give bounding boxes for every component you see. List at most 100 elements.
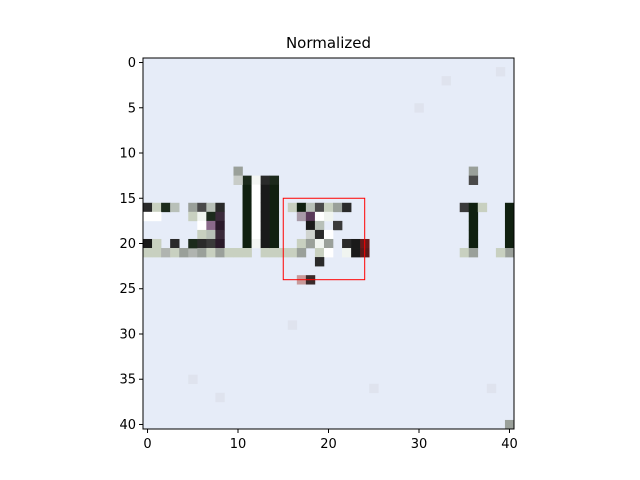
x-axis: 0 10 20 30 40	[143, 429, 518, 452]
heatmap-cell	[143, 202, 153, 213]
heatmap-cell	[224, 248, 234, 258]
heatmap-cell	[260, 175, 270, 185]
heatmap-cell	[468, 229, 479, 240]
heatmap-cell	[215, 229, 225, 240]
heatmap-cell	[206, 248, 216, 258]
heatmap-cell	[197, 202, 207, 213]
heatmap-cell	[206, 238, 216, 249]
heatmap-cell	[269, 202, 280, 213]
y-tick-label: 20	[119, 237, 136, 252]
heatmap-cell	[468, 238, 479, 249]
heatmap-cell	[215, 202, 225, 213]
heatmap-cell	[260, 238, 270, 249]
heatmap-cell	[251, 220, 261, 231]
heatmap-cell	[495, 67, 506, 77]
heatmap-cell	[242, 229, 252, 240]
heatmap-cell	[459, 248, 470, 258]
heatmap-cell	[152, 238, 162, 249]
heatmap-cell	[468, 166, 479, 176]
heatmap-cell	[152, 202, 162, 213]
heatmap-cell	[242, 220, 252, 231]
heatmap-cell	[233, 175, 243, 185]
heatmap-cell	[242, 202, 252, 213]
heatmap-cell	[260, 184, 270, 195]
heatmap-cell	[351, 248, 361, 258]
heatmap-cell	[260, 193, 270, 204]
heatmap-cell	[269, 229, 280, 240]
heatmap-cell	[242, 211, 252, 222]
heatmap-cell	[170, 238, 180, 249]
heatmap-cell	[296, 211, 307, 222]
heatmap-cell	[152, 211, 162, 222]
y-tick-label: 25	[119, 282, 136, 297]
heatmap-cell	[369, 383, 379, 394]
heatmap-cell	[441, 76, 451, 86]
y-tick-label: 15	[119, 192, 136, 207]
heatmap-cell	[251, 202, 261, 213]
heatmap-cells	[143, 58, 515, 430]
heatmap-cell	[342, 248, 352, 258]
heatmap-cell	[242, 248, 252, 258]
heatmap-cell	[170, 248, 180, 258]
heatmap-cell	[287, 248, 298, 258]
heatmap-cell	[269, 220, 280, 231]
heatmap-cell	[314, 229, 325, 240]
heatmap-cell	[260, 220, 270, 231]
heatmap-cell	[242, 238, 252, 249]
heatmap-cell	[188, 238, 198, 249]
heatmap-cell	[206, 202, 216, 213]
heatmap-cell	[504, 248, 515, 258]
x-tick-label: 10	[230, 437, 247, 452]
heatmap-cell	[269, 248, 280, 258]
highlight-box	[282, 197, 366, 281]
heatmap-cell	[260, 202, 270, 213]
heatmap-cell	[287, 320, 298, 330]
heatmap-cell	[251, 229, 261, 240]
heatmap-cell	[314, 238, 325, 249]
heatmap-cell	[333, 220, 343, 231]
y-tick-label: 35	[119, 373, 136, 388]
heatmap-cell	[161, 202, 171, 213]
heatmap-cell	[188, 248, 198, 258]
y-tick-label: 0	[128, 56, 136, 71]
heatmap-cell	[314, 202, 325, 213]
heatmap-cell	[296, 202, 307, 213]
heatmap-cell	[323, 238, 334, 249]
heatmap-cell	[468, 220, 479, 231]
heatmap-cell	[504, 220, 515, 231]
heatmap-cell	[251, 175, 261, 185]
heatmap-cell	[251, 211, 261, 222]
heatmap-cell	[305, 229, 316, 240]
heatmap-cell	[188, 374, 198, 385]
heatmap-cell	[206, 211, 216, 222]
heatmap-cell	[504, 419, 515, 430]
heatmap-cell	[215, 220, 225, 231]
x-tick-label: 40	[501, 437, 518, 452]
heatmap-cell	[215, 238, 225, 249]
heatmap-cell	[269, 211, 280, 222]
heatmap-cell	[486, 383, 497, 394]
heatmap-cell	[269, 238, 280, 249]
heatmap-cell	[242, 193, 252, 204]
heatmap-cell	[323, 248, 334, 258]
heatmap-cell	[233, 248, 243, 258]
heatmap-cell	[260, 211, 270, 222]
heatmap-cell	[206, 229, 216, 240]
x-tick-label: 30	[411, 437, 428, 452]
heatmap-cell	[269, 184, 280, 195]
heatmap-cell	[314, 257, 325, 267]
heatmap-cell	[468, 202, 479, 213]
heatmap-cell	[197, 211, 207, 222]
x-tick-label: 20	[320, 437, 337, 452]
heatmap-cell	[197, 220, 207, 231]
heatmap-cell	[314, 220, 325, 231]
heatmap-cell	[215, 392, 225, 403]
y-axis: 0 5 10 15 20 25 30 35 40	[119, 56, 143, 433]
heatmap-cell	[197, 229, 207, 240]
heatmap-cell	[305, 238, 316, 249]
heatmap-cell	[197, 248, 207, 258]
heatmap-cell	[314, 248, 325, 258]
heatmap-cell	[323, 229, 334, 240]
heatmap-cell	[251, 238, 261, 249]
